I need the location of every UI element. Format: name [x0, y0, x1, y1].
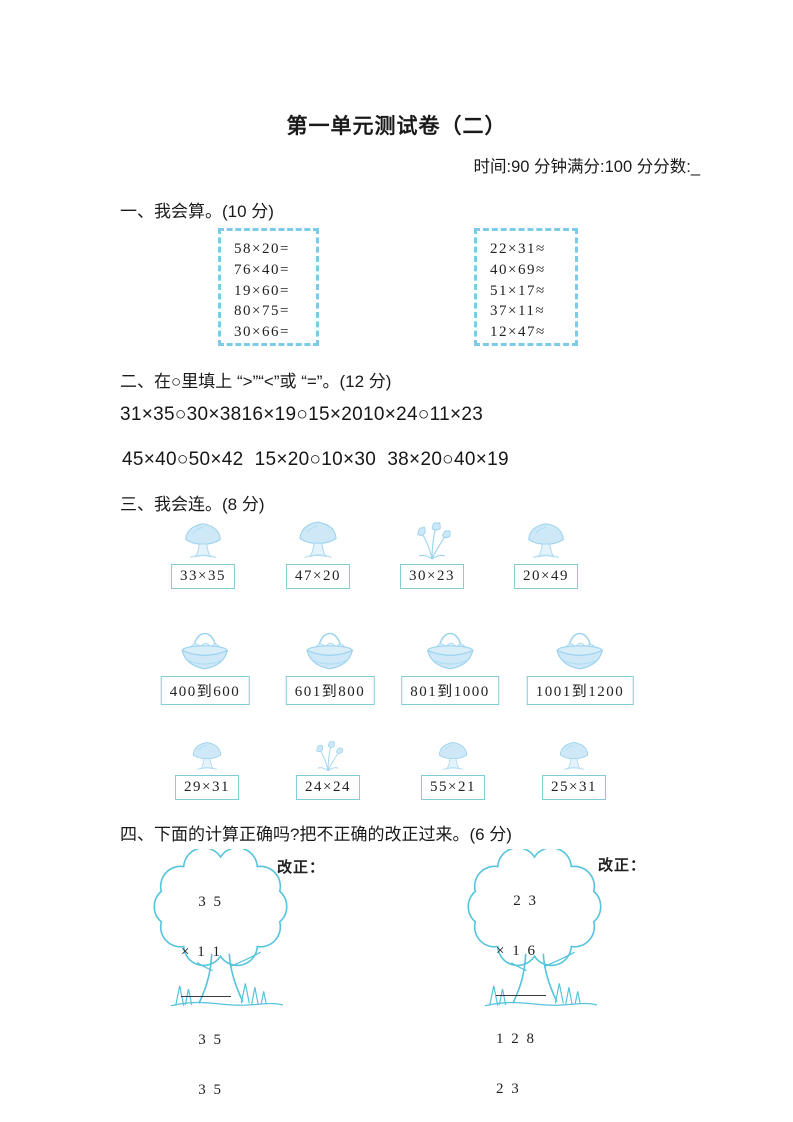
match-label: 1001到1200	[526, 676, 634, 705]
vertical-multiplication-1: 3 5 × 1 1 3 5 3 5 7 0	[181, 861, 234, 1122]
match-cell: 29×31	[175, 737, 239, 800]
match-cell: 1001到1200	[526, 622, 634, 705]
math-rule	[181, 995, 231, 997]
match-cell: 25×31	[542, 737, 606, 800]
section2-heading: 二、在○里填上 “>”“<”或 “=”。(12 分)	[120, 372, 392, 391]
match-label: 33×35	[171, 564, 235, 589]
flowers-icon	[408, 517, 456, 562]
exact-item: 80×75=	[234, 303, 290, 320]
math-line: 3 5	[181, 1081, 223, 1098]
comparison-line-2: 45×40○50×42 15×20○10×30 38×20○40×19	[122, 449, 509, 470]
match-label: 30×23	[400, 564, 464, 589]
mushroom-icon	[187, 737, 227, 773]
vertical-multiplication-2: 2 3 × 1 6 1 2 8 2 3 3 5 8	[496, 860, 548, 1122]
basket-icon	[419, 622, 481, 674]
basket-icon	[549, 622, 611, 674]
basket-icon	[299, 622, 361, 674]
mushroom-icon	[179, 517, 227, 562]
match-cell: 801到1000	[401, 622, 499, 705]
time-score-line: 时间:90 分钟满分:100 分分数:_	[473, 158, 700, 176]
exact-calculation-box: 58×20= 76×40= 19×60= 80×75= 30×66=	[218, 228, 319, 346]
page-title: 第一单元测试卷（二）	[286, 115, 507, 138]
estimate-calculation-box: 22×31≈ 40×69≈ 51×17≈ 37×11≈ 12×47≈	[474, 228, 578, 346]
match-label: 29×31	[175, 775, 239, 800]
exact-item: 19×60=	[234, 282, 290, 299]
math-rule	[496, 994, 546, 996]
match-label: 601到800	[285, 676, 375, 705]
mushroom-icon	[433, 737, 473, 773]
match-cell: 24×24	[296, 737, 360, 800]
math-line: 3 5	[181, 1032, 223, 1048]
exact-item: 58×20=	[234, 241, 290, 257]
section1-heading: 一、我会算。(10 分)	[120, 202, 274, 221]
math-line: 2 3	[496, 893, 538, 909]
match-label: 801到1000	[401, 676, 499, 705]
match-label: 20×49	[514, 564, 578, 589]
estimate-item: 51×17≈	[490, 282, 546, 299]
math-line: 2 3	[496, 1080, 521, 1097]
mushroom-icon	[522, 517, 570, 562]
correction-label-2: 改正：	[598, 858, 647, 874]
match-cell: 30×23	[400, 517, 464, 589]
mushroom-icon	[293, 515, 343, 562]
estimate-item: 40×69≈	[490, 261, 546, 278]
correction-label-1: 改正：	[277, 860, 326, 876]
comparison-line-1: 31×35○30×3816×19○15×2010×24○11×23	[120, 404, 484, 425]
exact-item: 30×66=	[234, 324, 290, 341]
match-cell: 33×35	[171, 517, 235, 589]
math-line: × 1 1	[181, 943, 222, 960]
math-line: × 1 6	[496, 942, 537, 959]
exact-item: 76×40=	[234, 261, 290, 278]
match-cell: 400到600	[160, 622, 250, 705]
basket-icon	[174, 622, 236, 674]
match-label: 400到600	[160, 676, 250, 705]
section3-heading: 三、我会连。(8 分)	[120, 495, 265, 514]
match-label: 55×21	[421, 775, 485, 800]
section4-heading: 四、下面的计算正确吗?把不正确的改正过来。(6 分)	[120, 825, 512, 844]
match-cell: 601到800	[285, 622, 375, 705]
match-cell: 47×20	[286, 515, 350, 589]
mushroom-icon	[554, 737, 594, 773]
match-label: 25×31	[542, 775, 606, 800]
flowers-icon	[308, 737, 348, 773]
math-line: 3 5	[181, 894, 223, 910]
estimate-item: 37×11≈	[490, 303, 546, 320]
match-cell: 55×21	[421, 737, 485, 800]
match-cell: 20×49	[514, 517, 578, 589]
estimate-item: 22×31≈	[490, 241, 546, 257]
match-label: 47×20	[286, 564, 350, 589]
match-label: 24×24	[296, 775, 360, 800]
estimate-item: 12×47≈	[490, 324, 546, 341]
math-line: 1 2 8	[496, 1031, 536, 1047]
